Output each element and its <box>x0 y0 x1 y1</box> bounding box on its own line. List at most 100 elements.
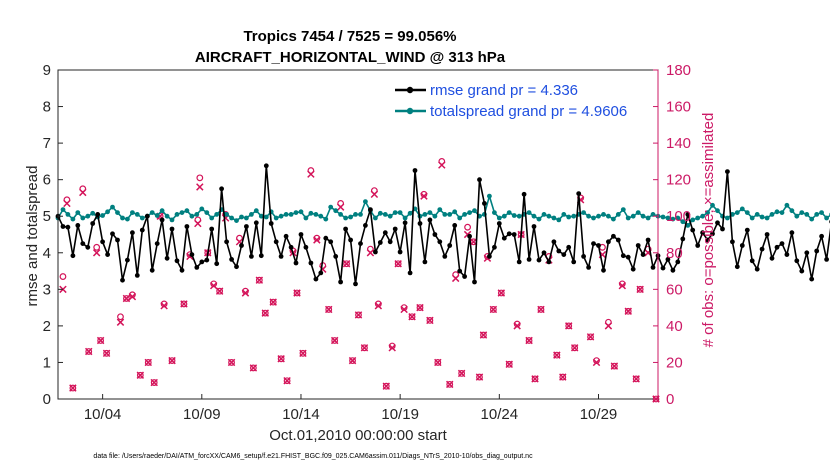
point-totalspread <box>660 214 666 220</box>
point-rmse <box>303 244 309 250</box>
obs-assimilated-marker <box>366 249 375 257</box>
point-totalspread <box>670 216 676 222</box>
point-rmse <box>640 252 646 257</box>
obs-assimilated-marker <box>446 380 454 389</box>
obs-possible-marker <box>255 276 263 284</box>
point-totalspread <box>710 202 715 208</box>
point-rmse <box>799 268 805 274</box>
point-totalspread <box>784 202 790 208</box>
point-totalspread <box>407 210 413 216</box>
obs-possible-marker <box>610 362 618 370</box>
y-tick-label: 8 <box>43 99 51 116</box>
point-rmse <box>149 267 155 273</box>
point-totalspread <box>715 208 720 214</box>
point-totalspread <box>353 212 358 217</box>
point-totalspread <box>680 219 686 225</box>
point-rmse <box>229 257 235 262</box>
obs-possible-marker <box>103 349 110 357</box>
point-totalspread <box>278 213 284 219</box>
point-totalspread <box>462 212 467 217</box>
point-rmse <box>75 223 81 228</box>
point-totalspread <box>581 210 586 216</box>
point-totalspread <box>506 210 512 216</box>
point-rmse <box>730 239 735 245</box>
point-rmse <box>333 254 339 259</box>
obs-possible-marker <box>180 300 188 308</box>
point-totalspread <box>323 216 329 222</box>
point-totalspread <box>164 213 170 219</box>
y-tick-label: 5 <box>43 208 51 225</box>
point-rmse <box>169 226 175 232</box>
point-rmse <box>774 244 780 250</box>
point-rmse <box>199 259 205 265</box>
obs-assimilated-marker <box>215 287 224 295</box>
obs-possible-marker <box>416 304 424 312</box>
obs-assimilated-marker <box>307 170 315 178</box>
point-totalspread <box>90 210 96 216</box>
obs-possible-marker <box>394 260 402 268</box>
point-totalspread <box>561 212 567 217</box>
point-totalspread <box>754 212 760 217</box>
point-rmse <box>809 276 815 282</box>
obs-possible-marker <box>632 375 640 383</box>
obs-possible-marker <box>361 344 368 352</box>
point-rmse <box>521 191 527 197</box>
point-rmse <box>556 248 562 254</box>
point-rmse <box>814 248 820 254</box>
point-rmse <box>690 227 696 233</box>
point-rmse <box>189 252 195 257</box>
point-totalspread <box>531 213 537 219</box>
obs-assimilated-marker <box>313 236 321 244</box>
point-rmse <box>487 254 492 259</box>
point-rmse <box>630 266 636 272</box>
point-rmse <box>90 221 96 226</box>
point-rmse <box>120 277 125 283</box>
point-rmse <box>764 232 770 237</box>
point-totalspread <box>75 210 81 216</box>
obs-assimilated-marker <box>624 307 632 315</box>
point-totalspread <box>457 215 463 221</box>
point-totalspread <box>100 213 105 218</box>
point-totalspread <box>244 215 249 221</box>
point-totalspread <box>566 214 572 220</box>
obs-assimilated-marker <box>408 313 416 321</box>
obs-assimilated-marker <box>150 378 158 387</box>
point-rmse <box>283 233 289 239</box>
point-totalspread <box>105 209 110 215</box>
point-totalspread <box>819 210 824 216</box>
point-totalspread <box>452 209 458 215</box>
point-rmse <box>263 163 269 169</box>
obs-possible-marker <box>349 357 356 365</box>
obs-assimilated-marker <box>168 356 176 365</box>
point-totalspread <box>293 210 299 216</box>
point-rmse <box>561 252 567 257</box>
point-totalspread <box>134 212 140 217</box>
point-totalspread <box>546 213 552 219</box>
obs-assimilated-marker <box>196 183 204 191</box>
point-totalspread <box>358 212 363 217</box>
point-rmse <box>744 227 750 233</box>
point-totalspread <box>611 216 616 222</box>
point-rmse <box>402 220 408 226</box>
point-totalspread <box>789 208 795 214</box>
obs-assimilated-marker <box>79 188 87 197</box>
point-rmse <box>144 213 150 219</box>
point-rmse <box>134 273 140 278</box>
point-totalspread <box>734 210 740 216</box>
obs-assimilated-marker <box>209 281 218 290</box>
point-rmse <box>749 258 755 264</box>
point-rmse <box>95 212 101 217</box>
point-totalspread <box>571 213 577 219</box>
obs-assimilated-marker <box>92 249 101 257</box>
point-rmse <box>501 235 507 241</box>
y2-tick-label: 180 <box>666 62 691 79</box>
point-totalspread <box>759 214 765 220</box>
obs-assimilated-marker <box>241 289 250 297</box>
point-rmse <box>253 220 259 226</box>
point-totalspread <box>397 210 403 216</box>
point-rmse <box>80 241 86 247</box>
point-totalspread <box>675 215 681 221</box>
point-rmse <box>650 265 656 270</box>
obs-possible-marker <box>97 337 105 344</box>
obs-assimilated-marker <box>525 336 533 345</box>
